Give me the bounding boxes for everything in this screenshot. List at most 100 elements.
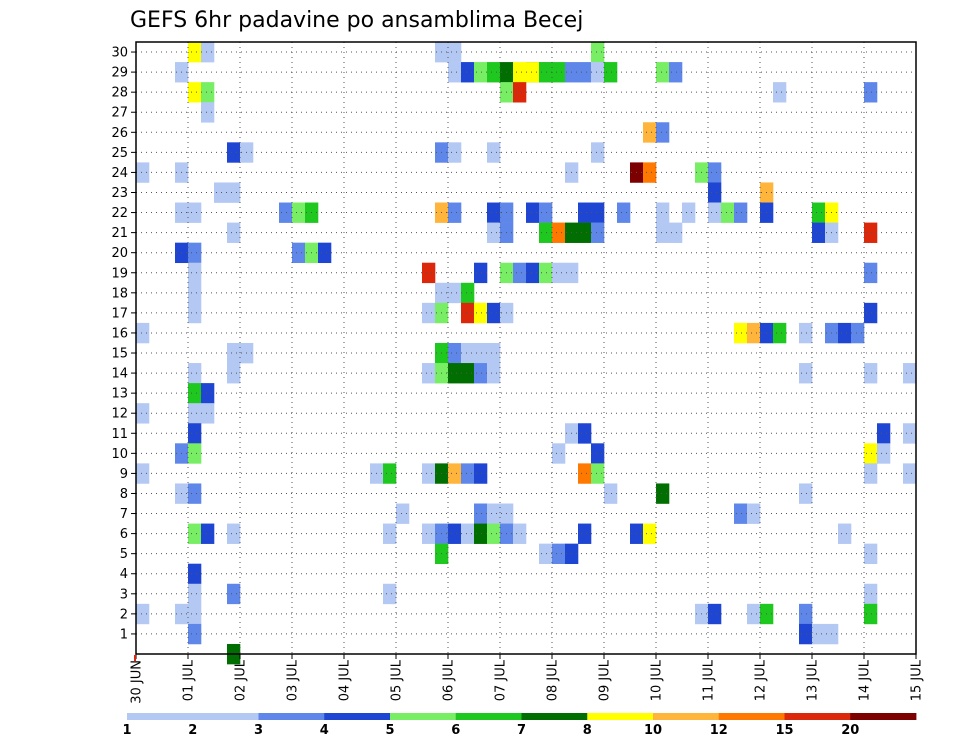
precip-cell (747, 603, 761, 625)
precip-cell (188, 623, 202, 645)
precip-cell (578, 463, 592, 484)
precip-cell (474, 62, 488, 83)
precip-cell (188, 423, 202, 444)
precip-cell (227, 523, 241, 544)
colorbar-swatch (324, 713, 391, 720)
precip-cell (552, 443, 566, 464)
colorbar-label: 6 (451, 723, 460, 738)
y-axis-ticks: 1234567891011121314151617181920212223242… (111, 46, 136, 642)
precip-cell (487, 62, 501, 83)
x-tick-label: 01 JUL (182, 659, 197, 701)
precip-cell (812, 202, 826, 223)
precip-cell (591, 222, 605, 243)
precip-cell (487, 202, 501, 223)
y-tick-label: 14 (111, 367, 128, 382)
precip-cell (188, 403, 202, 424)
y-tick-label: 8 (120, 487, 128, 502)
precip-cell (448, 523, 462, 544)
x-tick-label: 10 JUL (650, 659, 665, 701)
precip-cell (448, 142, 462, 163)
precip-cells (136, 42, 917, 665)
precip-cell (877, 443, 891, 464)
y-tick-label: 9 (120, 467, 128, 482)
precip-cell (734, 503, 748, 524)
x-tick-label: 15 JUL (910, 659, 925, 701)
precip-cell (188, 262, 202, 284)
precip-cell (643, 523, 657, 544)
precip-cell (136, 322, 150, 344)
precip-cell (422, 523, 436, 544)
precip-cell (864, 543, 878, 565)
y-tick-label: 5 (120, 547, 128, 562)
precip-cell (903, 423, 917, 444)
precip-cell (383, 463, 397, 484)
precip-cell (318, 242, 332, 264)
precip-cell (903, 363, 917, 384)
precip-cell (578, 202, 592, 223)
precip-cell (383, 523, 397, 544)
precip-cell (188, 242, 202, 264)
precip-cell (461, 463, 475, 484)
precip-cell (903, 463, 917, 484)
precip-cell (474, 463, 488, 484)
precip-cell (643, 122, 657, 143)
precip-cell (604, 483, 618, 504)
x-tick-label: 04 JUL (338, 659, 353, 701)
precip-cell (682, 202, 696, 223)
precip-cell (227, 342, 241, 364)
colorbar-swatch (455, 713, 522, 720)
precip-cell (539, 202, 553, 223)
precip-cell (474, 262, 488, 284)
precip-cell (201, 403, 215, 424)
precip-cell (539, 62, 553, 83)
precip-cell (487, 363, 501, 384)
y-tick-label: 12 (111, 407, 128, 422)
precip-cell (474, 503, 488, 524)
y-tick-label: 20 (111, 246, 128, 261)
precip-cell (526, 262, 540, 284)
precip-cell (578, 423, 592, 444)
precip-cell (461, 363, 475, 384)
precip-cell (851, 322, 865, 344)
y-tick-label: 2 (120, 607, 128, 622)
precip-cell (526, 62, 540, 83)
precip-cell (656, 62, 670, 83)
precip-cell (708, 603, 722, 625)
precip-cell (591, 443, 605, 464)
precip-cell (513, 62, 527, 83)
precip-cell (227, 182, 241, 203)
precip-cell (552, 222, 566, 243)
precip-cell (799, 483, 813, 504)
precip-cell (656, 202, 670, 223)
precip-cell (227, 363, 241, 384)
x-tick-label: 14 JUL (858, 659, 873, 701)
precip-cell (201, 82, 215, 103)
precip-cell (734, 202, 748, 223)
precip-cell (227, 142, 241, 163)
precip-cell (136, 403, 150, 424)
precip-cell (448, 342, 462, 364)
precip-cell (279, 202, 293, 223)
colorbar-swatch (258, 713, 325, 720)
colorbar-label: 15 (775, 723, 793, 738)
precip-cell (747, 322, 761, 344)
y-tick-label: 3 (120, 587, 128, 602)
precip-cell (188, 483, 202, 504)
start-marker (134, 655, 136, 661)
chart-title: GEFS 6hr padavine po ansamblima Becej (130, 8, 583, 33)
precip-cell (188, 363, 202, 384)
precip-cell (188, 383, 202, 404)
y-tick-label: 26 (111, 126, 128, 141)
precip-cell (656, 483, 670, 504)
colorbar-label: 1 (122, 723, 131, 738)
precip-cell (591, 142, 605, 163)
precip-cell (188, 282, 202, 304)
colorbar-label: 4 (320, 723, 329, 738)
precip-cell (214, 182, 228, 203)
precip-cell (656, 122, 670, 143)
colorbar-swatch (192, 713, 259, 720)
precip-cell (617, 202, 631, 223)
precip-cell (188, 82, 202, 103)
y-tick-label: 24 (111, 166, 128, 181)
